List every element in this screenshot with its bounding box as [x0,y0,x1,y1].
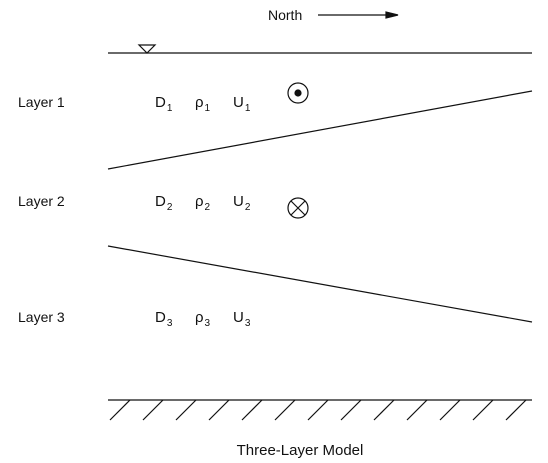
hatch-line [505,399,527,421]
flow-out-of-page [287,82,309,104]
hatch-line [274,399,296,421]
symbol-subscript: 2 [205,202,211,213]
north-label: North [268,7,302,23]
hatch-line [439,399,461,421]
symbol-subscript: 3 [205,318,211,329]
symbol-subscript: 1 [245,103,251,114]
symbol-base: U [233,94,244,111]
layer-symbol: U2 [233,193,251,213]
symbol-base: ρ [195,309,204,326]
hatch-line [406,399,428,421]
layer-symbol: D1 [155,94,173,114]
hatch-line [109,399,131,421]
layer-symbol: D2 [155,193,173,213]
symbol-base: U [233,309,244,326]
layer-symbol: ρ3 [195,309,211,329]
symbol-base: ρ [195,193,204,210]
hatch-line [208,399,230,421]
hatch-line [373,399,395,421]
symbol-subscript: 3 [167,318,173,329]
flow-into-page [287,197,309,219]
bottom-hatching [109,399,527,421]
symbol-subscript: 1 [167,103,173,114]
hatch-line [472,399,494,421]
interface-1 [107,90,533,170]
symbol-subscript: 3 [245,318,251,329]
flow-out-dot [294,89,302,97]
symbol-subscript: 1 [205,103,211,114]
layer-label: Layer 1 [18,94,65,110]
hatch-line [175,399,197,421]
layer-symbol: D3 [155,309,173,329]
symbol-base: U [233,193,244,210]
hatch-line [142,399,164,421]
hatch-line [340,399,362,421]
layer-label: Layer 3 [18,309,65,325]
symbol-subscript: 2 [245,202,251,213]
north-arrow-head [385,11,399,19]
interface-2 [107,245,533,323]
layer-symbol: ρ2 [195,193,211,213]
hatch-line [307,399,329,421]
caption: Three-Layer Model [237,442,364,459]
flow-into-cross [290,200,306,216]
layer-symbol: U1 [233,94,251,114]
symbol-base: D [155,309,166,326]
symbol-base: D [155,193,166,210]
hatch-line [241,399,263,421]
layer-symbol: ρ1 [195,94,211,114]
symbol-base: D [155,94,166,111]
water-level-marker [137,44,157,54]
symbol-base: ρ [195,94,204,111]
layer-symbol: U3 [233,309,251,329]
symbol-subscript: 2 [167,202,173,213]
layer-label: Layer 2 [18,193,65,209]
